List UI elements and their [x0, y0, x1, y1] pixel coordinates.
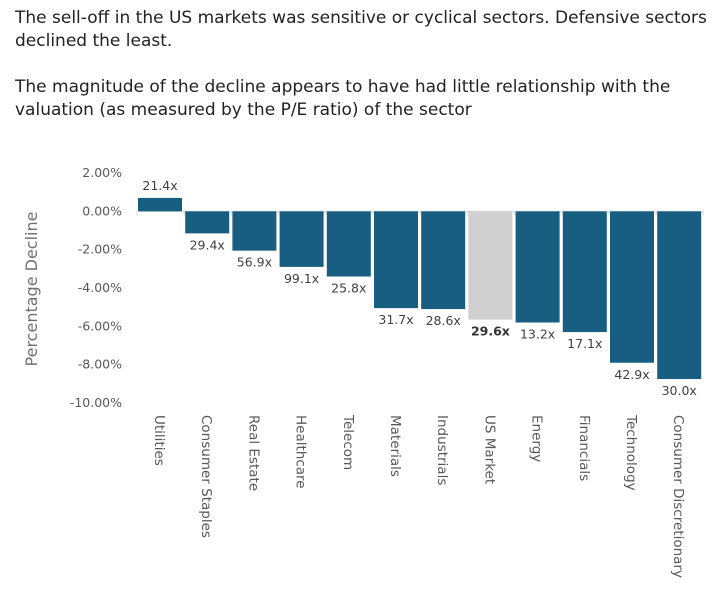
category-labels: Utilities Consumer Staples Real Estate Heal…: [151, 414, 686, 578]
data-label: 17.1x: [567, 336, 602, 351]
data-label: 29.4x: [190, 237, 225, 252]
category-label: Real Estate: [245, 415, 261, 491]
data-label: 21.4x: [142, 178, 177, 193]
bar-technology: [610, 211, 654, 363]
category-label: Technology: [623, 414, 639, 491]
category-label: Consumer Staples: [198, 415, 214, 538]
y-tick-label: 2.00%: [82, 165, 122, 180]
bar-materials: [374, 211, 418, 309]
y-tick-label: -4.00%: [78, 280, 122, 295]
bar-us-market: [468, 211, 513, 320]
data-label: 99.1x: [284, 271, 319, 286]
data-label: 30.0x: [662, 383, 697, 398]
y-tick-label: -8.00%: [78, 357, 122, 372]
category-label: Healthcare: [293, 415, 309, 489]
y-tick-label: -10.00%: [70, 395, 122, 410]
y-axis-title: Percentage Decline: [22, 212, 41, 367]
data-label: 28.6x: [426, 313, 461, 328]
bar-real-estate: [232, 211, 277, 251]
category-label: Industrials: [434, 415, 450, 485]
data-label: 31.7x: [378, 312, 413, 327]
y-tick-label: 0.00%: [82, 203, 122, 218]
x-axis-baseline: [136, 210, 704, 216]
category-label: Utilities: [151, 415, 167, 466]
data-labels: 21.4x 29.4x 56.9x 99.1x 25.8x 31.7x 28.6x 29.6x…: [142, 178, 696, 398]
intro-paragraph-2: The magnitude of the decline appears to …: [15, 77, 671, 120]
bar-consumer-staples: [185, 211, 230, 234]
bar-telecom: [326, 211, 371, 277]
category-label: Financials: [576, 415, 592, 481]
bar-healthcare: [279, 211, 324, 267]
y-axis-ticks: 2.00% 0.00% -2.00% -4.00% -6.00% -8.00% -10.00…: [70, 165, 122, 410]
category-label: Telecom: [340, 414, 356, 470]
intro-text: The sell-off in the US markets was sensi…: [15, 7, 715, 145]
category-label: US Market: [481, 415, 497, 484]
bar-energy: [515, 211, 560, 323]
data-label: 56.9x: [237, 255, 272, 270]
category-label: Consumer Discretionary: [670, 415, 686, 578]
category-label: Materials: [387, 415, 403, 477]
category-label: Energy: [529, 415, 545, 462]
y-tick-label: -2.00%: [78, 242, 122, 257]
data-label: 25.8x: [331, 281, 366, 296]
data-label: 29.6x: [471, 324, 510, 339]
bar-industrials: [421, 211, 466, 310]
bar-utilities: [138, 197, 182, 212]
intro-paragraph-1: The sell-off in the US markets was sensi…: [15, 8, 707, 51]
bars: [138, 197, 702, 380]
data-label: 13.2x: [520, 327, 555, 342]
y-tick-label: -6.00%: [78, 318, 122, 333]
data-label: 42.9x: [614, 367, 649, 382]
bar-financials: [562, 211, 607, 333]
bar-consumer-discretionary: [657, 211, 702, 380]
